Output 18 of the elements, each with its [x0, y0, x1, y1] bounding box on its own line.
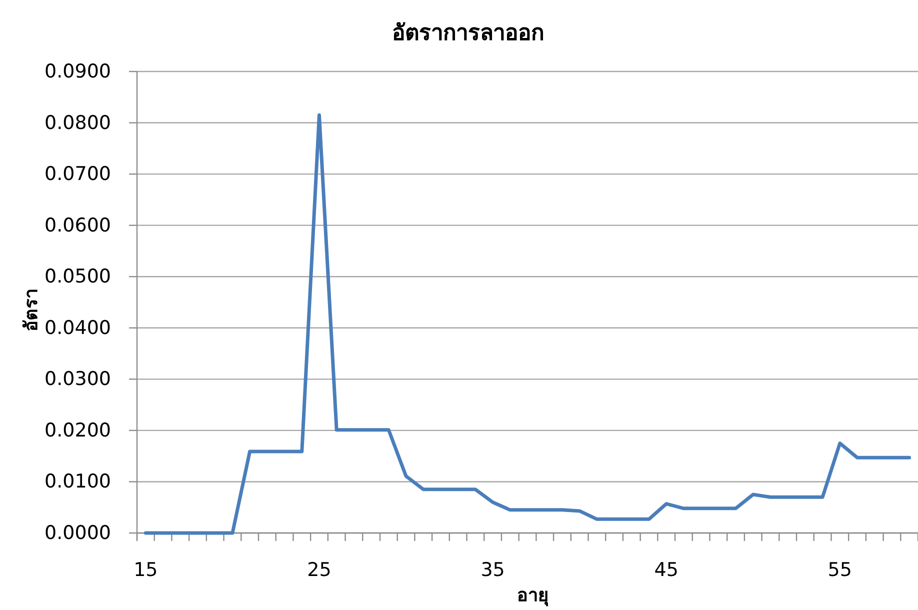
ytick-label: 0.0400: [44, 316, 111, 339]
ytick-label: 0.0500: [44, 266, 111, 288]
xtick-label: 35: [480, 559, 505, 581]
xtick-label: 45: [654, 559, 678, 581]
ytick-label: 0.0000: [44, 522, 111, 544]
xtick-label: 25: [307, 559, 332, 581]
ytick-label: 0.0200: [44, 419, 111, 442]
xlabel: อายุ: [517, 585, 549, 606]
xtick-label: 55: [828, 559, 852, 581]
ytick-label: 0.0800: [44, 112, 111, 134]
ytick-label: 0.0300: [44, 368, 111, 390]
xtick-label: 15: [134, 559, 158, 581]
ytick-label: 0.0900: [44, 60, 111, 82]
ytick-label: 0.0700: [44, 163, 111, 186]
ytick-label: 0.0100: [44, 470, 111, 493]
ytick-label: 0.0600: [44, 214, 111, 236]
title: อัตราการลาออก: [392, 21, 544, 46]
ylabel: อัตรา: [21, 288, 42, 332]
